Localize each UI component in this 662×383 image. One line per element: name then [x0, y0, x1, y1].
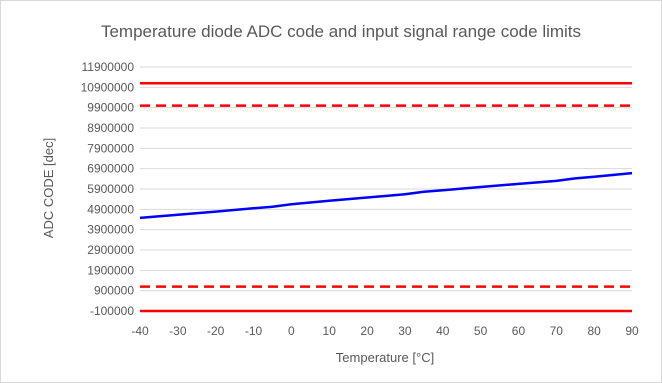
x-tick-label: 10: [323, 324, 337, 338]
y-tick-label: 10900000: [81, 80, 135, 94]
gridlines: [140, 66, 632, 312]
y-tick-label: 9900000: [87, 101, 134, 115]
x-tick-label: 40: [436, 324, 450, 338]
x-tick-label: -30: [169, 324, 187, 338]
x-tick-label: 60: [512, 324, 526, 338]
x-tick-label: 0: [288, 324, 295, 338]
series-line-0: [139, 171, 633, 220]
y-tick-label: 7900000: [87, 141, 134, 155]
x-axis-label: Temperature [°C]: [336, 350, 434, 365]
y-tick-label: 11900000: [82, 60, 135, 74]
y-tick-label: 5900000: [87, 182, 134, 196]
y-tick-label: -100000: [90, 304, 134, 318]
x-tick-label: 30: [398, 324, 412, 338]
x-tick-label: 80: [587, 324, 601, 338]
x-tick-label: 70: [550, 324, 564, 338]
x-tick-label: -40: [131, 324, 149, 338]
y-tick-label: 6900000: [87, 162, 134, 176]
y-axis-label: ADC CODE [dec]: [41, 138, 56, 238]
x-tick-label: -10: [245, 324, 263, 338]
x-tick-label: 90: [625, 324, 639, 338]
x-tick-label: -20: [207, 324, 225, 338]
y-tick-label: 1900000: [87, 263, 134, 277]
x-tick-labels: -40 -30 -20 -10 0 10 20 30 40 50 60 70 80 90: [131, 324, 639, 338]
x-tick-label: 50: [474, 324, 488, 338]
y-tick-label: 4900000: [87, 202, 134, 216]
series-group: [139, 82, 633, 313]
y-tick-label: 8900000: [87, 121, 134, 135]
y-tick-label: 2900000: [87, 243, 134, 257]
y-tick-label: 3900000: [87, 223, 134, 237]
y-tick-label: 900000: [94, 284, 134, 298]
x-tick-label: 20: [360, 324, 374, 338]
chart-title: Temperature diode ADC code and input sig…: [101, 22, 581, 41]
y-tick-labels: -100000 900000 1900000 2900000 3900000 490000…: [81, 60, 135, 318]
